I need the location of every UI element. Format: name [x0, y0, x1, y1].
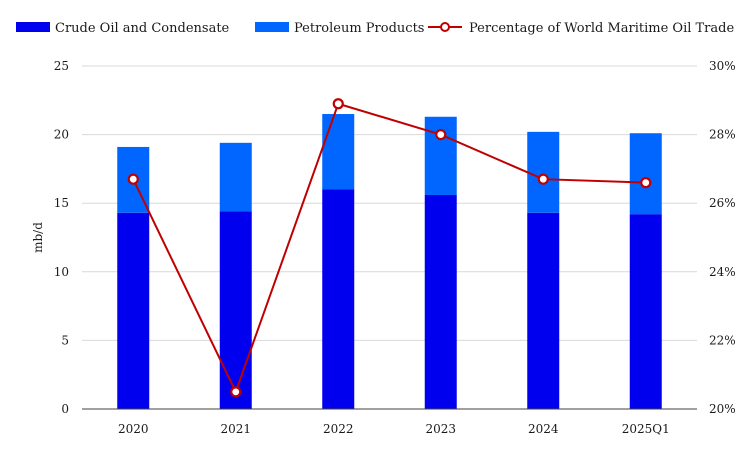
bar-crude-oil-and-condensate: [219, 211, 252, 409]
bar-petroleum-products: [322, 114, 355, 190]
legend-swatch: [255, 22, 289, 32]
line-point: [127, 173, 139, 185]
legend-label: Crude Oil and Condensate: [55, 21, 230, 36]
bar-crude-oil-and-condensate: [527, 212, 560, 409]
percentage-line-path: [132, 102, 646, 395]
legend-item: Percentage of World Maritime Oil Trade: [428, 21, 734, 36]
line-point: [332, 98, 344, 110]
y-right-tick-label: 28%: [709, 128, 736, 142]
y-left-tick-label: 10: [54, 265, 69, 279]
bar-crude-oil-and-condensate: [629, 214, 662, 409]
line-point: [640, 177, 652, 189]
x-tick-label: 2021: [220, 422, 251, 436]
bar-petroleum-products: [424, 116, 457, 195]
bar-petroleum-products: [527, 131, 560, 213]
line-point: [435, 129, 447, 141]
y-left-tick-label: 5: [61, 333, 69, 347]
bar-petroleum-products: [219, 142, 252, 212]
legend-swatch-marker: [440, 22, 450, 32]
x-tick-label: 2022: [323, 422, 354, 436]
x-tick-label: 2024: [528, 422, 559, 436]
line-point: [537, 173, 549, 185]
y-left-tick-label: 25: [54, 59, 69, 73]
y-left-tick-label: 0: [61, 402, 69, 416]
legend-label: Petroleum Products: [294, 21, 424, 36]
y-right-tick-label: 26%: [709, 196, 736, 210]
bar-crude-oil-and-condensate: [424, 194, 457, 409]
y-left-tick-label: 20: [54, 128, 69, 142]
bar-crude-oil-and-condensate: [117, 212, 150, 409]
y-axis-title: mb/d: [31, 222, 45, 253]
y-right-tick-label: 22%: [709, 333, 736, 347]
legend: Crude Oil and Condensate Petroleum Produc…: [16, 21, 734, 36]
axes: mb/d 0 5 10 15 20 25 20% 22% 24% 26% 28% 30% 2020 202…: [31, 59, 736, 436]
x-tick-label: 2020: [118, 422, 149, 436]
percentage-line: [127, 98, 652, 398]
x-tick-label: 2023: [425, 422, 456, 436]
line-point: [230, 386, 242, 398]
y-left-tick-label: 15: [54, 196, 69, 210]
legend-item: Crude Oil and Condensate: [16, 21, 230, 36]
bars: [117, 114, 662, 409]
x-tick-label: 2025Q1: [622, 422, 670, 436]
bar-petroleum-products: [629, 133, 662, 215]
bar-crude-oil-and-condensate: [322, 189, 355, 409]
legend-swatch: [16, 22, 50, 32]
y-right-tick-label: 20%: [709, 402, 736, 416]
y-right-tick-label: 30%: [709, 59, 736, 73]
legend-label: Percentage of World Maritime Oil Trade: [469, 21, 734, 36]
gridlines: [82, 65, 697, 341]
legend-item: Petroleum Products: [255, 21, 424, 36]
y-right-tick-label: 24%: [709, 265, 736, 279]
